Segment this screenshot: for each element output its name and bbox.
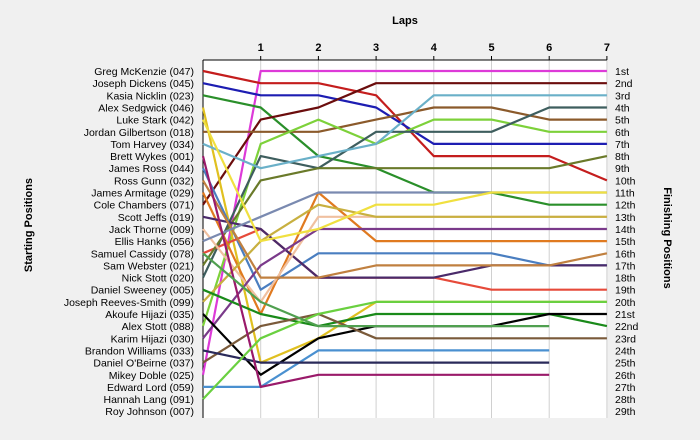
- series-line-6: [203, 106, 607, 133]
- starting-position-labels: Greg McKenzie (047)Joseph Dickens (045)K…: [64, 66, 194, 418]
- driver-label: Daniel O'Beirne (037): [93, 358, 194, 370]
- finish-label: 26th: [615, 370, 636, 382]
- finish-label: 11th: [615, 188, 635, 200]
- series-line-16: [202, 203, 607, 303]
- series-line-1: [201, 69, 607, 376]
- series-line-21: [202, 119, 607, 243]
- driver-label: Brandon Williams (033): [85, 345, 194, 357]
- finish-label: 1st: [615, 66, 629, 78]
- finish-label: 20th: [615, 297, 636, 309]
- series-line-18: [202, 179, 608, 279]
- driver-label: Brett Wykes (001): [110, 151, 194, 163]
- driver-label: Sam Webster (021): [103, 260, 194, 272]
- x-tick-label: 6: [546, 42, 552, 54]
- finish-label: 13th: [615, 212, 636, 224]
- driver-label: James Ross (044): [109, 163, 194, 175]
- series-line-3: [202, 82, 607, 145]
- series-line-17: [202, 227, 607, 339]
- series-line-26: [202, 349, 550, 364]
- finish-label: 22nd: [615, 321, 639, 333]
- driver-label: Luke Stark (042): [116, 115, 194, 127]
- driver-label: Alex Stott (088): [122, 321, 194, 333]
- series-line-28: [202, 300, 607, 400]
- driver-label: Ross Gunn (032): [114, 175, 194, 187]
- finish-label: 4th: [615, 102, 630, 114]
- driver-label: Roy Johnson (007): [105, 406, 194, 418]
- driver-label: Akoufe Hijazi (035): [105, 309, 194, 321]
- driver-label: Jack Thorne (009): [109, 224, 194, 236]
- series-line-9: [202, 106, 607, 279]
- driver-label: Tom Harvey (034): [111, 139, 194, 151]
- driver-label: Cole Chambers (071): [94, 200, 194, 212]
- driver-label: Samuel Cassidy (078): [91, 248, 194, 260]
- finish-label: 17th: [615, 260, 636, 272]
- finish-label: 23rd: [615, 333, 636, 345]
- finish-label: 3rd: [615, 90, 630, 102]
- finish-label: 25th: [615, 358, 636, 370]
- finish-label: 2nd: [615, 78, 633, 90]
- finish-label: 16th: [615, 248, 636, 260]
- x-ticks: 1 2 3 4 5 6 7: [203, 42, 610, 61]
- finish-label: 15th: [615, 236, 636, 248]
- driver-label: James Armitage (029): [91, 188, 194, 200]
- left-axis-title: Starting Positions: [23, 178, 35, 272]
- driver-label: Karim Hijazi (030): [111, 333, 194, 345]
- finish-label: 28th: [615, 394, 636, 406]
- finish-label: 29th: [615, 406, 636, 418]
- finish-label: 5th: [615, 115, 630, 127]
- finishing-position-labels: 1st2nd3rd4th5th6th7th8th9th10th11th12th1…: [615, 66, 639, 418]
- finish-label: 8th: [615, 151, 630, 163]
- driver-label: Joseph Reeves-Smith (099): [64, 297, 194, 309]
- series-line-12: [202, 155, 608, 267]
- driver-label: Greg McKenzie (047): [94, 66, 194, 78]
- series-line-27: [201, 155, 550, 388]
- x-tick-label: 3: [373, 42, 379, 54]
- series-layer: [201, 69, 608, 400]
- x-tick-label: 1: [258, 42, 264, 54]
- finish-label: 9th: [615, 163, 630, 175]
- finish-label: 7th: [615, 139, 630, 151]
- x-axis-title: Laps: [392, 15, 418, 27]
- series-line-13: [202, 191, 607, 316]
- finish-label: 6th: [615, 127, 630, 139]
- driver-label: Jordan Gilbertson (018): [84, 127, 194, 139]
- series-line-29: [202, 252, 550, 328]
- x-tick-label: 7: [604, 42, 610, 54]
- driver-label: Hannah Lang (091): [104, 394, 195, 406]
- x-tick-label: 5: [488, 42, 494, 54]
- finish-label: 12th: [615, 200, 636, 212]
- series-line-10: [202, 167, 607, 291]
- driver-label: Kasia Nicklin (023): [106, 90, 194, 102]
- x-tick-label: 2: [315, 42, 321, 54]
- finish-label: 24th: [615, 345, 636, 357]
- driver-label: Scott Jeffs (019): [118, 212, 194, 224]
- driver-label: Daniel Sweeney (005): [91, 285, 194, 297]
- series-line-22: [202, 288, 608, 328]
- driver-label: Mikey Doble (025): [109, 370, 194, 382]
- driver-label: Nick Stott (020): [122, 273, 194, 285]
- series-line-4: [202, 94, 607, 206]
- right-axis-title: Finishing Positions: [661, 187, 673, 288]
- finish-label: 19th: [615, 285, 636, 297]
- finish-label: 27th: [615, 382, 636, 394]
- series-line-5: [202, 82, 607, 206]
- driver-label: Alex Sedgwick (046): [98, 102, 194, 114]
- driver-label: Edward Lord (059): [107, 382, 194, 394]
- driver-label: Joseph Dickens (045): [92, 78, 194, 90]
- finish-label: 18th: [615, 273, 636, 285]
- series-line-24: [202, 312, 607, 364]
- finish-label: 21st: [615, 309, 635, 321]
- finish-label: 14th: [615, 224, 636, 236]
- series-line-19: [202, 94, 607, 170]
- x-tick-label: 4: [431, 42, 438, 54]
- driver-label: Ellis Hanks (056): [115, 236, 194, 248]
- finish-label: 10th: [615, 175, 636, 187]
